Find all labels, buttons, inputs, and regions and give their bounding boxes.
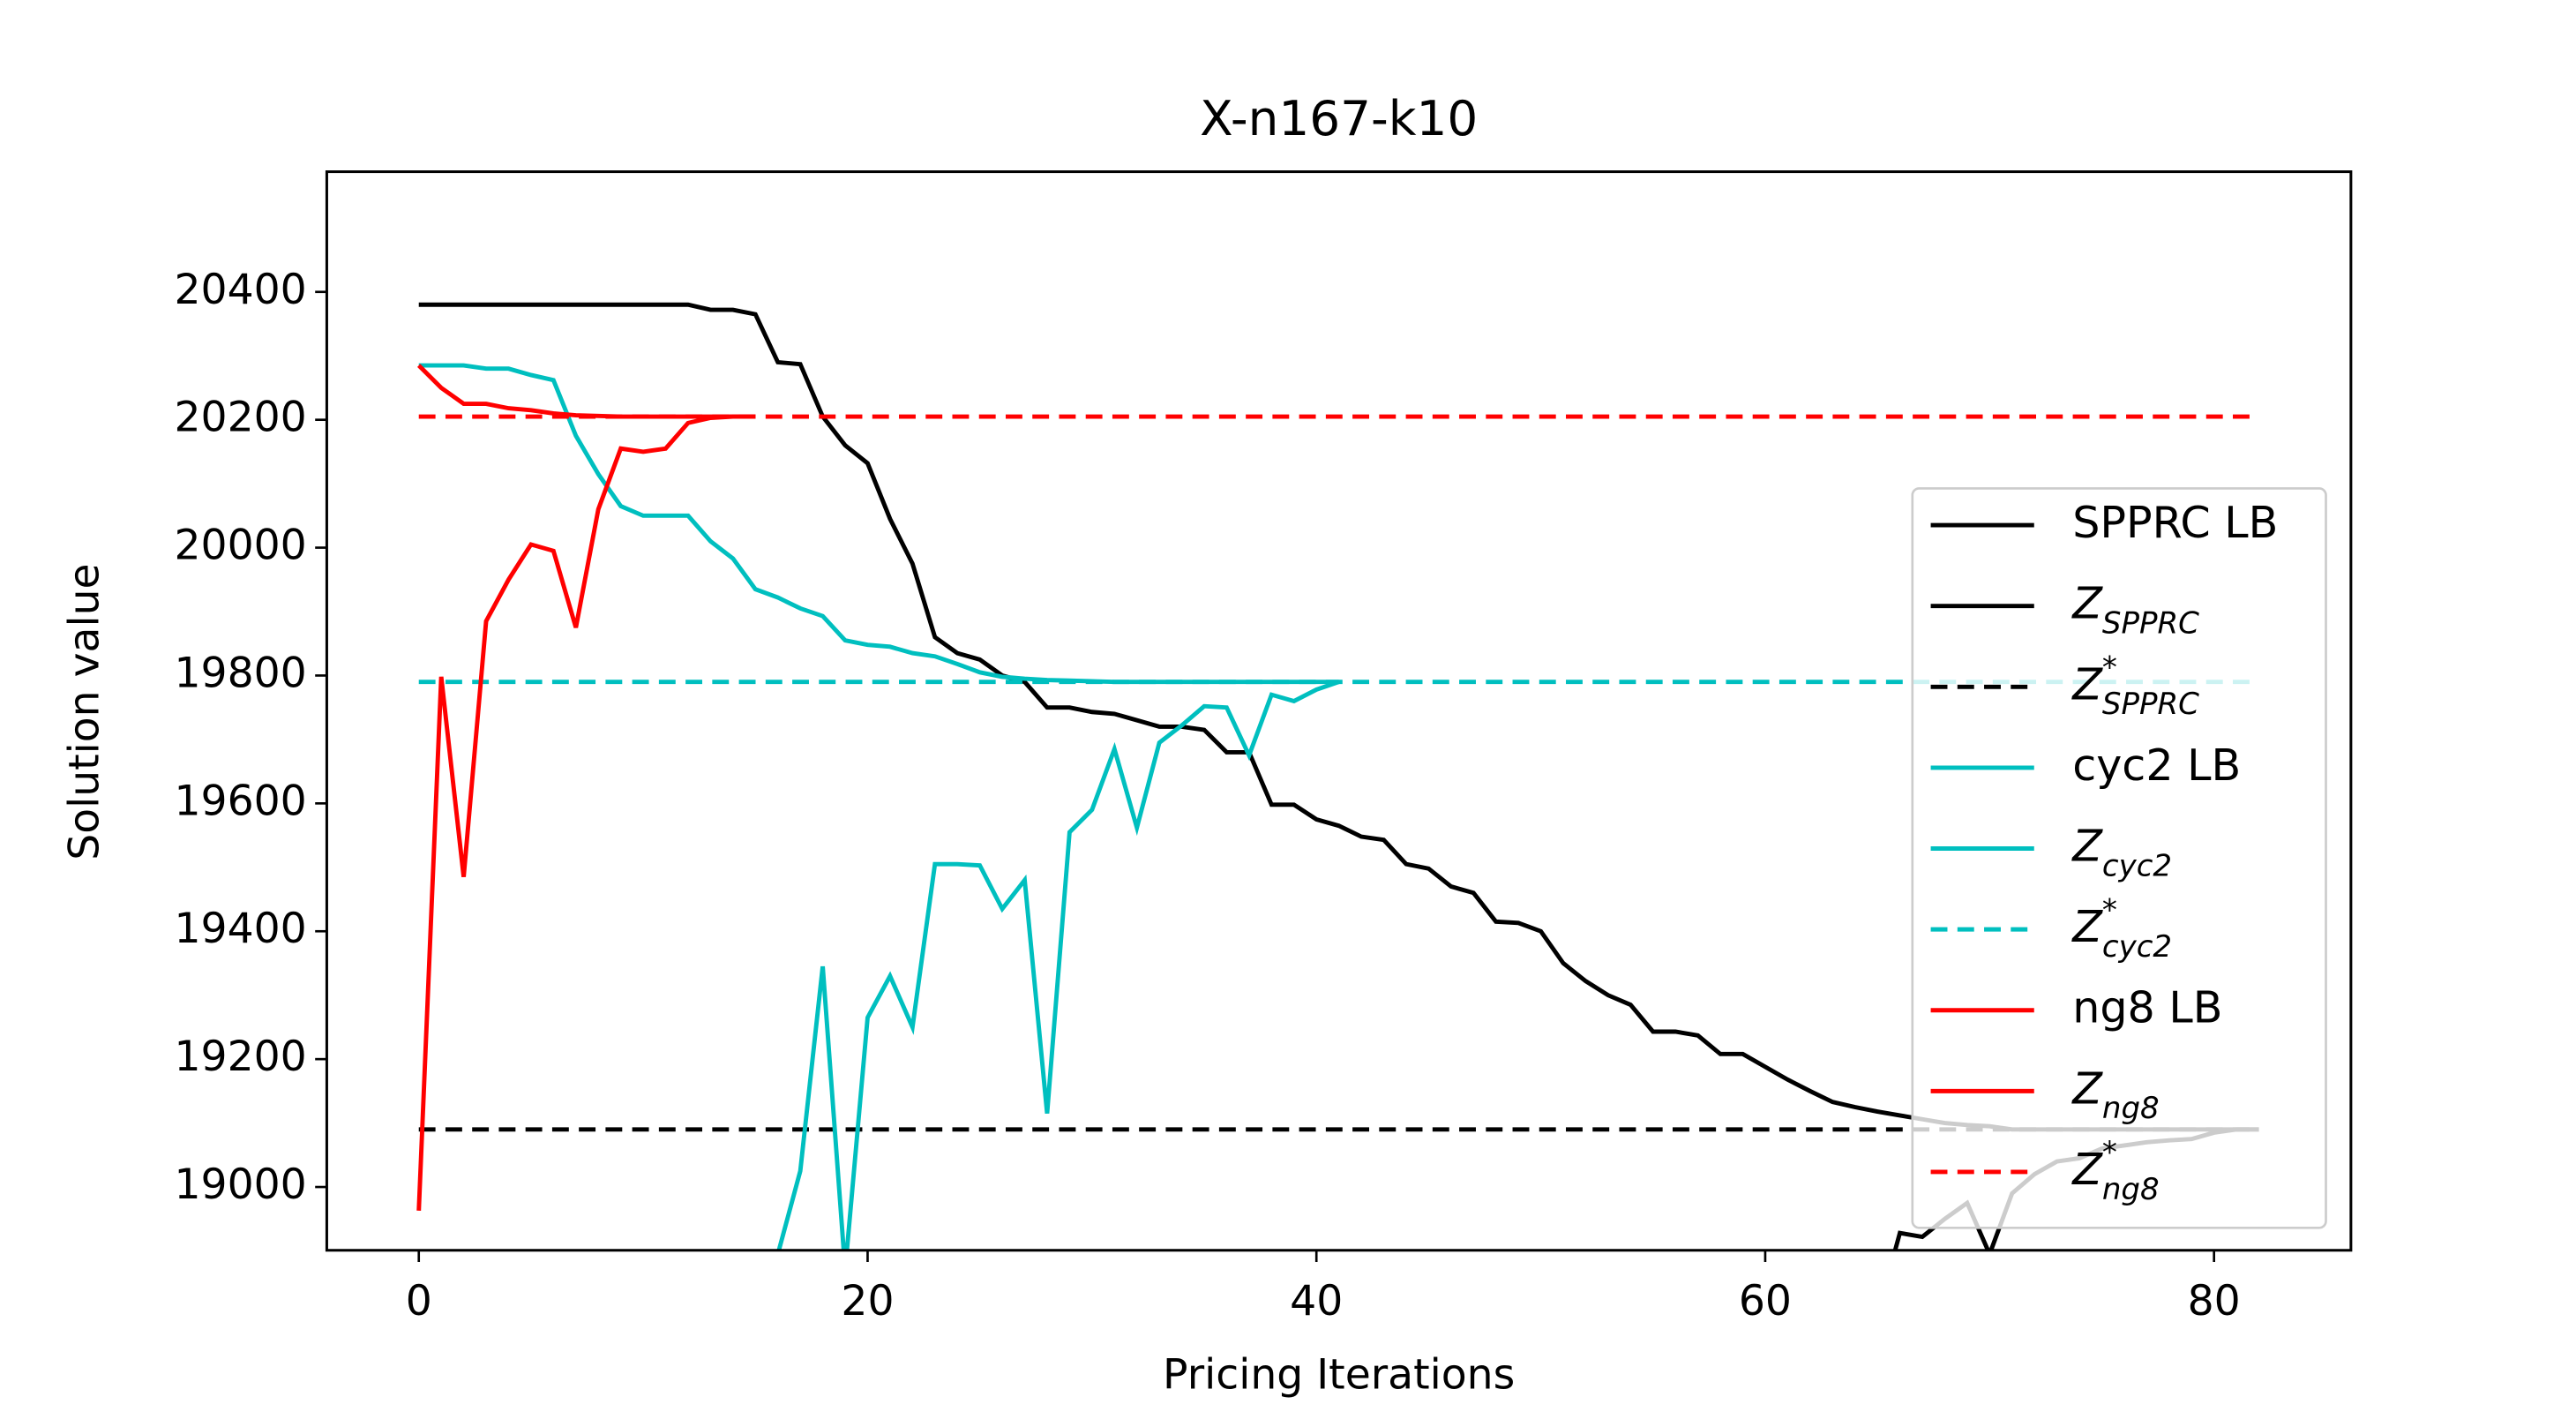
legend-name: cyc2 LB <box>2072 739 2241 790</box>
x-axis-label: Pricing Iterations <box>1163 1350 1515 1399</box>
legend-label: cyc2 LB <box>2072 739 2241 790</box>
legend-box <box>1911 487 2327 1229</box>
legend-name-sub: cyc2 <box>2102 928 2172 964</box>
series-line <box>418 363 1339 685</box>
legend-label: Zng8 <box>2071 1063 2159 1126</box>
x-tick-label: 0 <box>406 1277 432 1326</box>
legend-name: ng8 LB <box>2072 981 2222 1033</box>
series-line <box>776 680 1340 1251</box>
y-tick-label: 19200 <box>174 1033 306 1081</box>
legend-name-sub: ng8 <box>2102 1171 2160 1206</box>
legend-name: Z <box>2071 901 2103 952</box>
y-tick-label: 19000 <box>174 1160 306 1209</box>
legend-label: ng8 LB <box>2072 981 2222 1033</box>
x-tick-label: 40 <box>1290 1277 1343 1326</box>
legend-name-sub: SPPRC <box>2102 605 2199 641</box>
legend-name-sup: * <box>2102 650 2117 685</box>
legend-label: ZSPPRC <box>2071 577 2199 641</box>
legend-label: Z* ng8 <box>2071 1135 2159 1207</box>
legend-name-sub: cyc2 <box>2102 848 2172 883</box>
legend-name: Z <box>2071 577 2103 628</box>
legend-name-sub: SPPRC <box>2102 687 2199 722</box>
legend-name: Z <box>2071 1063 2103 1114</box>
legend-name-sup: * <box>2102 1135 2117 1170</box>
legend-label: Z* cyc2 <box>2071 892 2172 965</box>
x-tick-label: 20 <box>841 1277 894 1326</box>
legend-name: SPPRC LB <box>2072 497 2278 548</box>
axes-frame <box>325 170 2353 1252</box>
y-tick-label: 20000 <box>174 522 306 570</box>
y-tick-label: 19400 <box>174 905 306 953</box>
y-tick-label: 20400 <box>174 266 306 314</box>
y-tick-label: 19600 <box>174 777 306 825</box>
y-axis-label: Solution value <box>60 563 109 860</box>
legend-name-sub: ng8 <box>2102 1091 2160 1126</box>
y-tick-label: 20200 <box>174 394 306 442</box>
series-line <box>416 414 756 1211</box>
legend-name: Z <box>2071 658 2103 710</box>
legend-name: Z <box>2071 1143 2103 1194</box>
chart-title: X-n167-k10 <box>1200 90 1478 146</box>
legend-label: Z* SPPRC <box>2071 650 2199 722</box>
legend-name: Z <box>2071 820 2103 871</box>
x-tick-label: 80 <box>2188 1277 2241 1326</box>
legend-label: Zcyc2 <box>2071 820 2172 883</box>
legend-name-sup: * <box>2102 892 2117 928</box>
legend-label: SPPRC LB <box>2072 497 2278 548</box>
x-tick-label: 60 <box>1739 1277 1792 1326</box>
y-tick-label: 19800 <box>174 649 306 697</box>
